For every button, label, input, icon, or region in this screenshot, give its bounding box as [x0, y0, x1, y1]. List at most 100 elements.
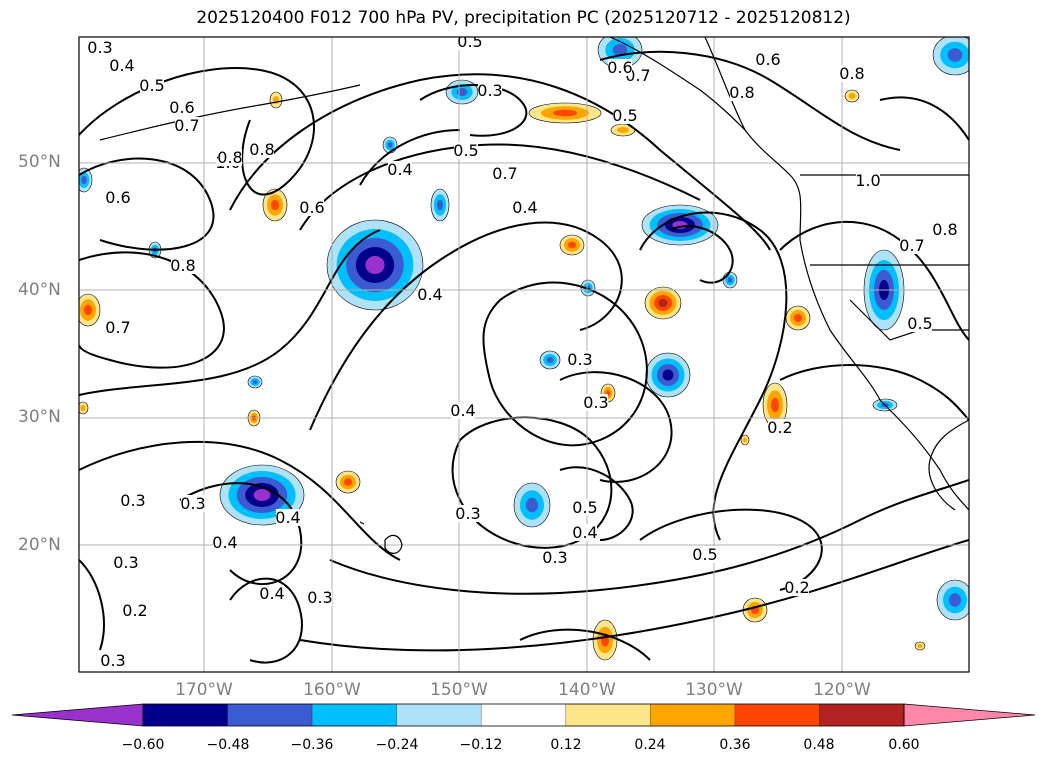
contour-label-bg	[908, 315, 932, 332]
contour-label: 0.8	[729, 83, 754, 102]
contour-label-bg	[543, 549, 567, 566]
contour-label: 0.4	[259, 584, 284, 603]
colorbar-tick: −0.60	[121, 737, 165, 753]
contour-label-bg	[175, 117, 199, 134]
pv-contour	[79, 229, 381, 396]
pv-contour	[79, 559, 105, 651]
pv-contour	[79, 157, 215, 251]
precipitation-anomaly-area	[662, 369, 674, 381]
precipitation-anomaly-area	[794, 314, 802, 322]
pv-contour-labels: 0.30.40.50.60.70.81.00.80.60.80.70.50.30…	[87, 37, 958, 670]
pv-contour	[79, 440, 401, 561]
contour-label: 0.2	[767, 418, 792, 437]
contour-label: 0.3	[583, 393, 608, 412]
contour-label-bg	[900, 237, 924, 254]
contour-label-bg	[140, 77, 164, 94]
lat-label-30n: 30°N	[18, 407, 61, 427]
coastline-gulf	[928, 419, 969, 511]
colorbar-tick: 0.24	[634, 737, 666, 753]
contour-label-bg	[170, 99, 194, 116]
pv-contour	[179, 482, 303, 586]
contour-label-bg	[584, 394, 608, 411]
colorbar-extend-low	[11, 703, 144, 727]
colorbar-bin	[819, 704, 904, 726]
pv-contour	[79, 251, 225, 369]
colorbar-tick: 0.12	[550, 737, 582, 753]
pv-contour	[359, 129, 461, 186]
contour-label: 0.3	[567, 350, 592, 369]
contour-label-bg	[856, 172, 880, 189]
lon-label-160w: 160°W	[303, 680, 361, 700]
contour-label: 0.7	[105, 318, 130, 337]
map-title: 2025120400 F012 700 hPa PV, precipitatio…	[196, 8, 851, 28]
contour-label-bg	[573, 499, 597, 516]
contour-label-bg	[768, 419, 792, 436]
precipitation-anomaly-area	[526, 497, 538, 513]
contour-label-bg	[513, 199, 537, 216]
pv-contour	[559, 371, 673, 483]
lon-label-150w: 150°W	[430, 680, 488, 700]
precipitation-anomaly-area	[612, 44, 628, 56]
precipitation-anomaly-area	[81, 176, 87, 184]
contour-label-bg	[181, 495, 205, 512]
colorbar-tick: 0.36	[719, 737, 751, 753]
contour-label-bg	[101, 652, 125, 669]
contour-label: 0.4	[450, 401, 475, 420]
contour-label: 0.5	[572, 498, 597, 517]
precipitation-anomaly-area	[917, 644, 923, 648]
contour-label: 0.4	[387, 160, 412, 179]
contour-label: 0.6	[105, 188, 130, 207]
contour-label-bg	[451, 402, 475, 419]
island-hawaii-1	[384, 534, 403, 554]
colorbar-extend-high	[903, 703, 1036, 727]
pv-contour	[669, 225, 734, 284]
island-hawaii-2	[359, 521, 365, 525]
contour-label: 0.3	[542, 548, 567, 567]
contour-label: 0.3	[307, 588, 332, 607]
contour-label-bg	[840, 65, 864, 82]
contour-label: 0.5	[692, 545, 717, 564]
contour-label-bg	[693, 546, 717, 563]
contour-label: 0.4	[275, 508, 300, 527]
coastline-north-america	[704, 37, 969, 511]
lon-label-140w: 140°W	[558, 680, 616, 700]
precipitation-anomaly-area	[437, 199, 443, 211]
colorbar-frame	[142, 703, 905, 727]
precipitation-anomaly-area	[848, 93, 856, 99]
colorbar-bin	[143, 704, 228, 726]
colorbar-bin	[481, 704, 566, 726]
pv-contour	[299, 539, 969, 652]
precipitation-anomaly-area	[546, 357, 554, 363]
precipitation-anomaly-area	[271, 199, 279, 211]
contour-label-bg	[300, 199, 324, 216]
contour-label-bg	[308, 589, 332, 606]
colorbar-tick: −0.36	[290, 737, 334, 753]
pv-contour	[599, 50, 901, 151]
precipitation-anomaly-area	[743, 437, 747, 443]
contour-label: 0.2	[122, 601, 147, 620]
contour-label: 0.6	[169, 98, 194, 117]
pv-contour	[229, 577, 303, 664]
colorbar-bin	[312, 704, 397, 726]
contour-label: 0.8	[217, 148, 242, 167]
contour-label: 0.4	[109, 56, 134, 75]
contour-label: 0.5	[612, 106, 637, 125]
precipitation-anomaly-area	[617, 127, 629, 133]
contour-label: 0.7	[899, 236, 924, 255]
precipitation-anomaly-area	[344, 478, 352, 486]
contour-label-bg	[218, 149, 242, 166]
pv-contour	[559, 466, 634, 541]
contour-label: 0.3	[100, 651, 125, 670]
lon-label-130w: 130°W	[685, 680, 743, 700]
contour-label-bg	[250, 141, 274, 158]
contour-label-bg	[730, 84, 754, 101]
colorbar-tick: −0.24	[375, 737, 419, 753]
contour-label-bg	[933, 221, 957, 238]
colorbar-bin	[650, 704, 735, 726]
lat-label-40n: 40°N	[18, 280, 61, 300]
colorbar-tick: −0.12	[459, 737, 503, 753]
contour-label-bg	[213, 534, 237, 551]
colorbar-bin	[396, 704, 482, 726]
contour-label: 0.5	[453, 141, 478, 160]
